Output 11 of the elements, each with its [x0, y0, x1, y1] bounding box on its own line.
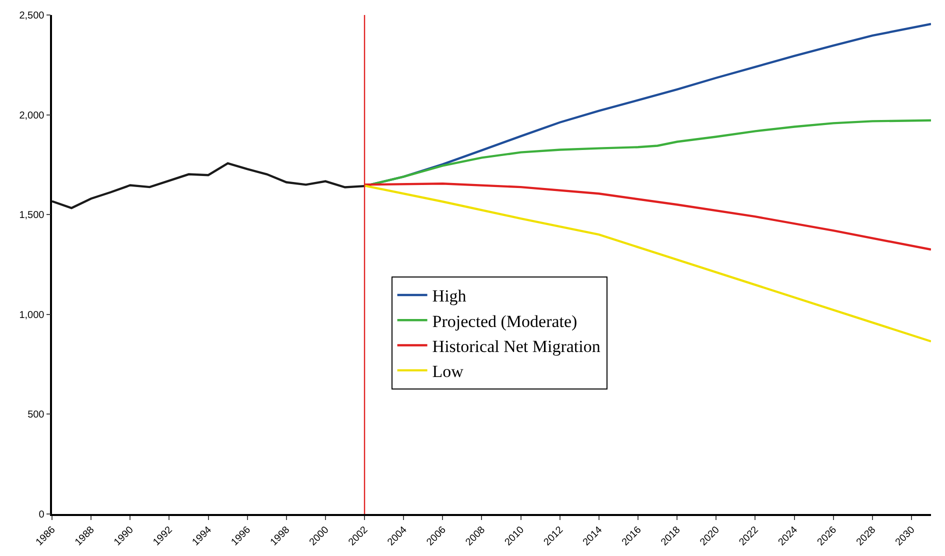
y-tick-label: 500 [28, 410, 45, 421]
y-tick-label: 2,500 [19, 10, 45, 22]
y-tick-label: 0 [38, 510, 45, 520]
legend-label: Projected (Moderate) [432, 312, 578, 331]
y-tick-label: 1,000 [19, 310, 45, 321]
legend-label: Low [432, 362, 464, 381]
y-tick-label: 2,000 [19, 110, 45, 122]
legend-label: Historical Net Migration [432, 336, 601, 356]
legend-label: High [432, 286, 467, 306]
y-tick-label: 1,500 [19, 210, 45, 222]
line-series [52, 162, 366, 210]
